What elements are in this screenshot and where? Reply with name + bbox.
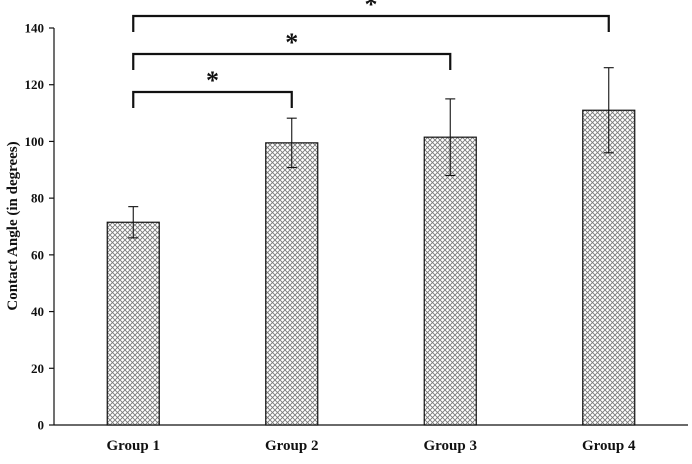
y-tick-label: 140 — [25, 21, 45, 36]
significance-bracket — [132, 52, 452, 70]
y-tick-label: 100 — [25, 134, 45, 149]
plot-area: 0 20 40 60 80 100 120 140 Group 1 Group 2 Group 3 G… — [25, 0, 688, 454]
bar — [106, 221, 160, 426]
y-tick-label: 60 — [31, 247, 44, 262]
x-category-label: Group 4 — [582, 438, 636, 454]
bar — [265, 142, 319, 426]
significance-star: * — [365, 0, 378, 19]
significance-bracket — [132, 90, 293, 108]
bar — [423, 136, 477, 426]
x-category-label: Group 3 — [424, 438, 478, 454]
y-axis-title: Contact Angle (in degrees) — [5, 141, 21, 310]
y-tick-label: 80 — [31, 191, 44, 206]
y-tick-label: 0 — [38, 418, 45, 433]
x-category-label: Group 2 — [265, 438, 319, 454]
y-tick-label: 20 — [31, 361, 44, 376]
significance-star: * — [285, 28, 298, 57]
y-tick-label: 120 — [25, 77, 45, 92]
y-tick-label: 40 — [31, 304, 44, 319]
significance-star: * — [206, 66, 219, 95]
bar — [582, 109, 636, 426]
x-category-label: Group 1 — [107, 438, 161, 454]
significance-bracket — [132, 14, 610, 32]
